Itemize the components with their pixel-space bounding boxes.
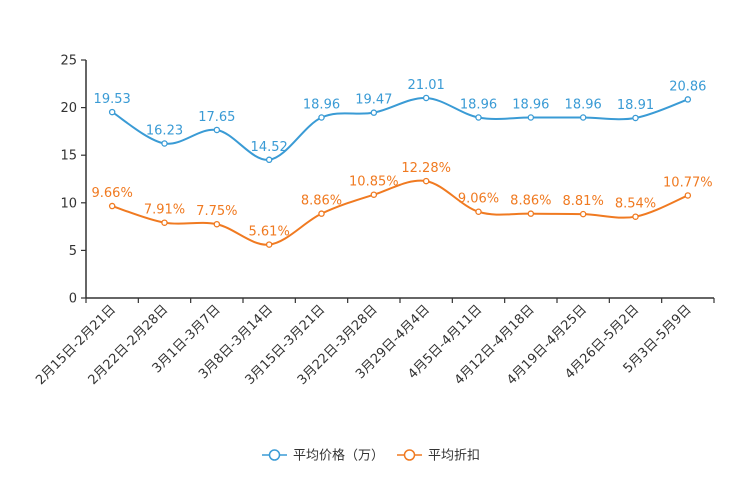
series-2-point [108,202,116,210]
y-tick-label: 5 [69,244,77,259]
series-layer [108,94,692,248]
series-2-data-label: 12.28% [401,161,451,176]
series-1-point [108,108,116,116]
series-2-data-label: 10.85% [349,175,399,190]
legend-item-2[interactable]: 平均折扣 [397,449,480,464]
series-2-data-label: 9.06% [458,192,499,207]
series-2-data-label: 9.66% [92,186,133,201]
series-2-point [632,213,639,220]
legend: 平均价格（万） 平均折扣 [262,448,480,464]
legend-label: 平均价格（万） [293,448,384,464]
series-1-point [475,114,482,121]
series-2-data-label: 5.61% [249,225,290,240]
y-tick-label: 0 [69,292,77,307]
series-1-data-label: 18.96 [303,98,340,113]
series-1-point [370,109,378,116]
y-tick-label: 20 [60,101,77,116]
series-1-point [684,96,692,103]
series-1-point [632,114,639,122]
legend-marker-icon [403,449,416,461]
series-1-data-label: 18.96 [565,98,602,113]
series-1-data-label: 21.01 [408,78,445,93]
series-2-point [213,220,221,228]
legend-item-1[interactable]: 平均价格（万） [262,448,384,464]
y-tick-label: 25 [60,54,77,69]
series-1-point [161,140,168,147]
series-2-data-label: 8.54% [615,197,656,212]
legend-marker-icon [268,449,281,461]
y-tick-label: 15 [60,149,77,164]
series-2-data-label: 8.86% [301,194,342,209]
legend-label: 平均折扣 [428,449,480,464]
series-2-point [318,210,325,217]
series-2-data-label: 7.75% [196,204,237,219]
series-1-data-label: 19.47 [355,93,392,108]
series-2-point [579,210,587,218]
series-2-point [370,191,378,198]
series-1-data-label: 20.86 [669,79,706,94]
series-1-point [318,114,325,121]
series-1-data-label: 18.96 [512,98,549,113]
series-1-point [527,114,535,121]
series-2-data-label: 8.81% [563,194,604,209]
series-1-data-label: 19.53 [94,92,131,107]
series-2-data-label: 8.86% [510,194,551,209]
series-2-point [684,192,692,199]
series-2-point [161,219,168,226]
data-labels-layer: 19.53 16.23 17.65 14.52 18.96 19.47 21.01 18.96… [92,78,713,240]
series-1-point [265,156,273,164]
series-2-data-label: 7.91% [144,203,185,218]
series-1-data-label: 16.23 [146,123,183,138]
series-1-point [422,94,430,102]
series-2-point [422,177,430,185]
series-1-data-label: 18.96 [460,98,497,113]
series-2-point [475,208,482,215]
y-tick-label: 10 [60,196,77,211]
series-1-data-label: 14.52 [251,140,288,155]
series-1-point [213,126,221,134]
series-1-data-label: 17.65 [198,110,235,125]
series-2-data-label: 10.77% [663,175,713,190]
series-2-point [265,241,273,248]
series-1-data-label: 18.91 [617,98,654,113]
series-1-point [579,114,587,121]
series-2-point [527,210,535,217]
